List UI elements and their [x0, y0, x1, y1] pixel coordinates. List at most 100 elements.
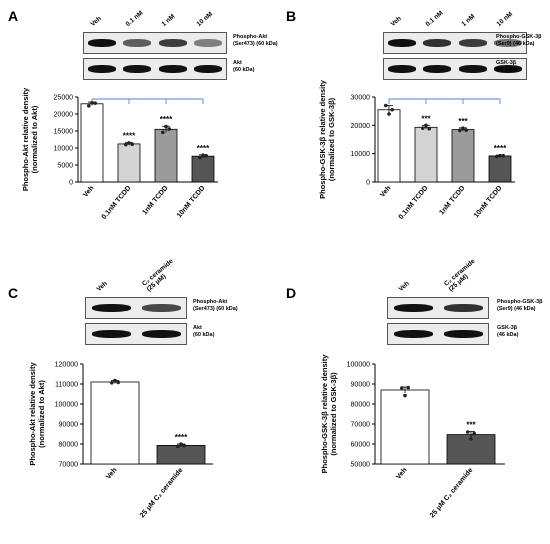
blot-band — [423, 39, 452, 47]
blot-band — [494, 65, 523, 73]
blot-band — [87, 39, 116, 47]
data-point — [110, 381, 114, 385]
x-tick-label: Veh — [395, 467, 408, 481]
data-point — [87, 104, 91, 108]
lane-label: Veh — [397, 280, 411, 293]
lane-label: 0.1 nM — [124, 9, 145, 29]
western-blot — [83, 58, 227, 80]
data-point — [113, 378, 117, 383]
blot-band — [194, 39, 223, 47]
bar — [380, 389, 430, 465]
y-tick-label: 100000 — [55, 402, 78, 409]
blot-band — [393, 330, 433, 338]
bar — [191, 155, 215, 183]
data-point — [424, 123, 428, 128]
blot-label: GSK-3β (46 kDa) — [496, 60, 518, 73]
y-axis-label: Phospho-GSK-3β relative density(normaliz… — [318, 79, 336, 199]
data-point — [400, 386, 404, 390]
blot-band — [443, 330, 483, 338]
data-point — [458, 128, 462, 133]
blot-label: Akt (60 kDa) — [233, 60, 255, 73]
data-point — [127, 141, 131, 145]
data-point — [472, 431, 476, 436]
y-tick-label: 0 — [366, 180, 370, 187]
bar — [488, 155, 512, 183]
panel-letter: A — [8, 8, 19, 24]
lane-label: 0.1 nM — [424, 9, 445, 29]
x-tick-label: Veh — [82, 185, 95, 199]
lane-label: Veh — [389, 15, 403, 28]
lane-label: 1 nM — [160, 13, 176, 28]
western-blot — [387, 297, 489, 319]
y-tick-label: 5000 — [57, 163, 73, 170]
x-tick-label: 1nM TCDD — [141, 185, 169, 217]
x-tick-label: Veh — [105, 467, 118, 481]
y-axis-label: Phospho-Akt relative density(normalized … — [21, 87, 39, 191]
western-blot — [383, 58, 527, 80]
data-point — [167, 127, 171, 131]
bar — [90, 381, 140, 465]
blot-band — [91, 304, 131, 312]
y-tick-label: 110000 — [55, 382, 78, 389]
y-tick-label: 80000 — [351, 402, 371, 409]
blot-label: GSK-3β (46 kDa) — [497, 325, 519, 338]
bar-chart: 0 10000 20000 30000 Phospho-GSK-3β relative … — [318, 79, 515, 221]
data-point — [390, 107, 394, 112]
y-tick-label: 90000 — [59, 422, 79, 429]
blot-band — [123, 39, 152, 47]
blot-label: Phospho-Akt (Ser473) (60 kDa) — [233, 34, 278, 47]
blot-band — [387, 39, 416, 47]
y-tick-label: 10000 — [351, 151, 371, 158]
western-blot — [85, 297, 187, 319]
blot-band — [87, 65, 116, 73]
blot-band — [158, 65, 187, 73]
data-point — [421, 126, 425, 130]
blot-band — [494, 39, 523, 47]
data-point — [204, 154, 208, 158]
bar-chart: 0 5000 10000 15000 20000 25000 Phospho-Akt rel… — [21, 87, 218, 221]
blot-band — [123, 65, 152, 73]
data-point — [384, 103, 388, 108]
blot-band — [91, 330, 131, 338]
lane-label: Veh — [89, 15, 103, 28]
y-tick-label: 120000 — [55, 362, 78, 369]
significance-label: **** — [123, 132, 136, 141]
blot-band — [141, 304, 181, 312]
blot-label: Akt (60 kDa) — [193, 325, 215, 338]
bar — [414, 126, 438, 183]
lane-label: C₂ ceramide (25 μM) — [443, 257, 477, 293]
blot-band — [393, 304, 433, 312]
y-tick-label: 70000 — [59, 462, 79, 469]
data-point — [161, 130, 165, 135]
panel-letter: B — [286, 8, 297, 24]
x-tick-label: Veh — [379, 185, 392, 199]
y-tick-label: 25000 — [54, 95, 74, 102]
data-point — [498, 153, 502, 158]
y-tick-label: 20000 — [351, 123, 371, 130]
blot-band — [458, 65, 487, 73]
bar-chart: 70000 80000 90000 100000 110000 120000 Phospho… — [28, 361, 213, 519]
y-axis-label: Phospho-Akt relative density(normalized … — [28, 361, 46, 465]
lane-label: 10 nM — [495, 10, 515, 28]
y-tick-label: 70000 — [351, 422, 371, 429]
lane-label: Veh — [95, 280, 109, 293]
panel-letter: C — [8, 285, 19, 301]
data-point — [427, 126, 431, 131]
data-point — [182, 443, 186, 448]
significance-label: **** — [175, 433, 188, 442]
blot-label: Phospho-GSK-3β (Ser9) (46 kDa) — [496, 34, 542, 47]
data-point — [124, 142, 128, 147]
bar-chart: 50000 60000 70000 80000 90000 100000 Phospho-G… — [320, 354, 505, 519]
bar — [80, 103, 104, 183]
bar — [117, 143, 141, 183]
data-point — [90, 100, 94, 105]
significance-label: **** — [197, 144, 210, 153]
data-point — [464, 128, 468, 132]
panel-letter: D — [286, 285, 297, 301]
y-tick-label: 60000 — [351, 442, 371, 449]
bar — [377, 109, 401, 183]
lane-label: 1 nM — [460, 13, 476, 28]
y-tick-label: 50000 — [351, 462, 371, 469]
data-point — [461, 126, 465, 130]
data-point — [406, 385, 410, 390]
